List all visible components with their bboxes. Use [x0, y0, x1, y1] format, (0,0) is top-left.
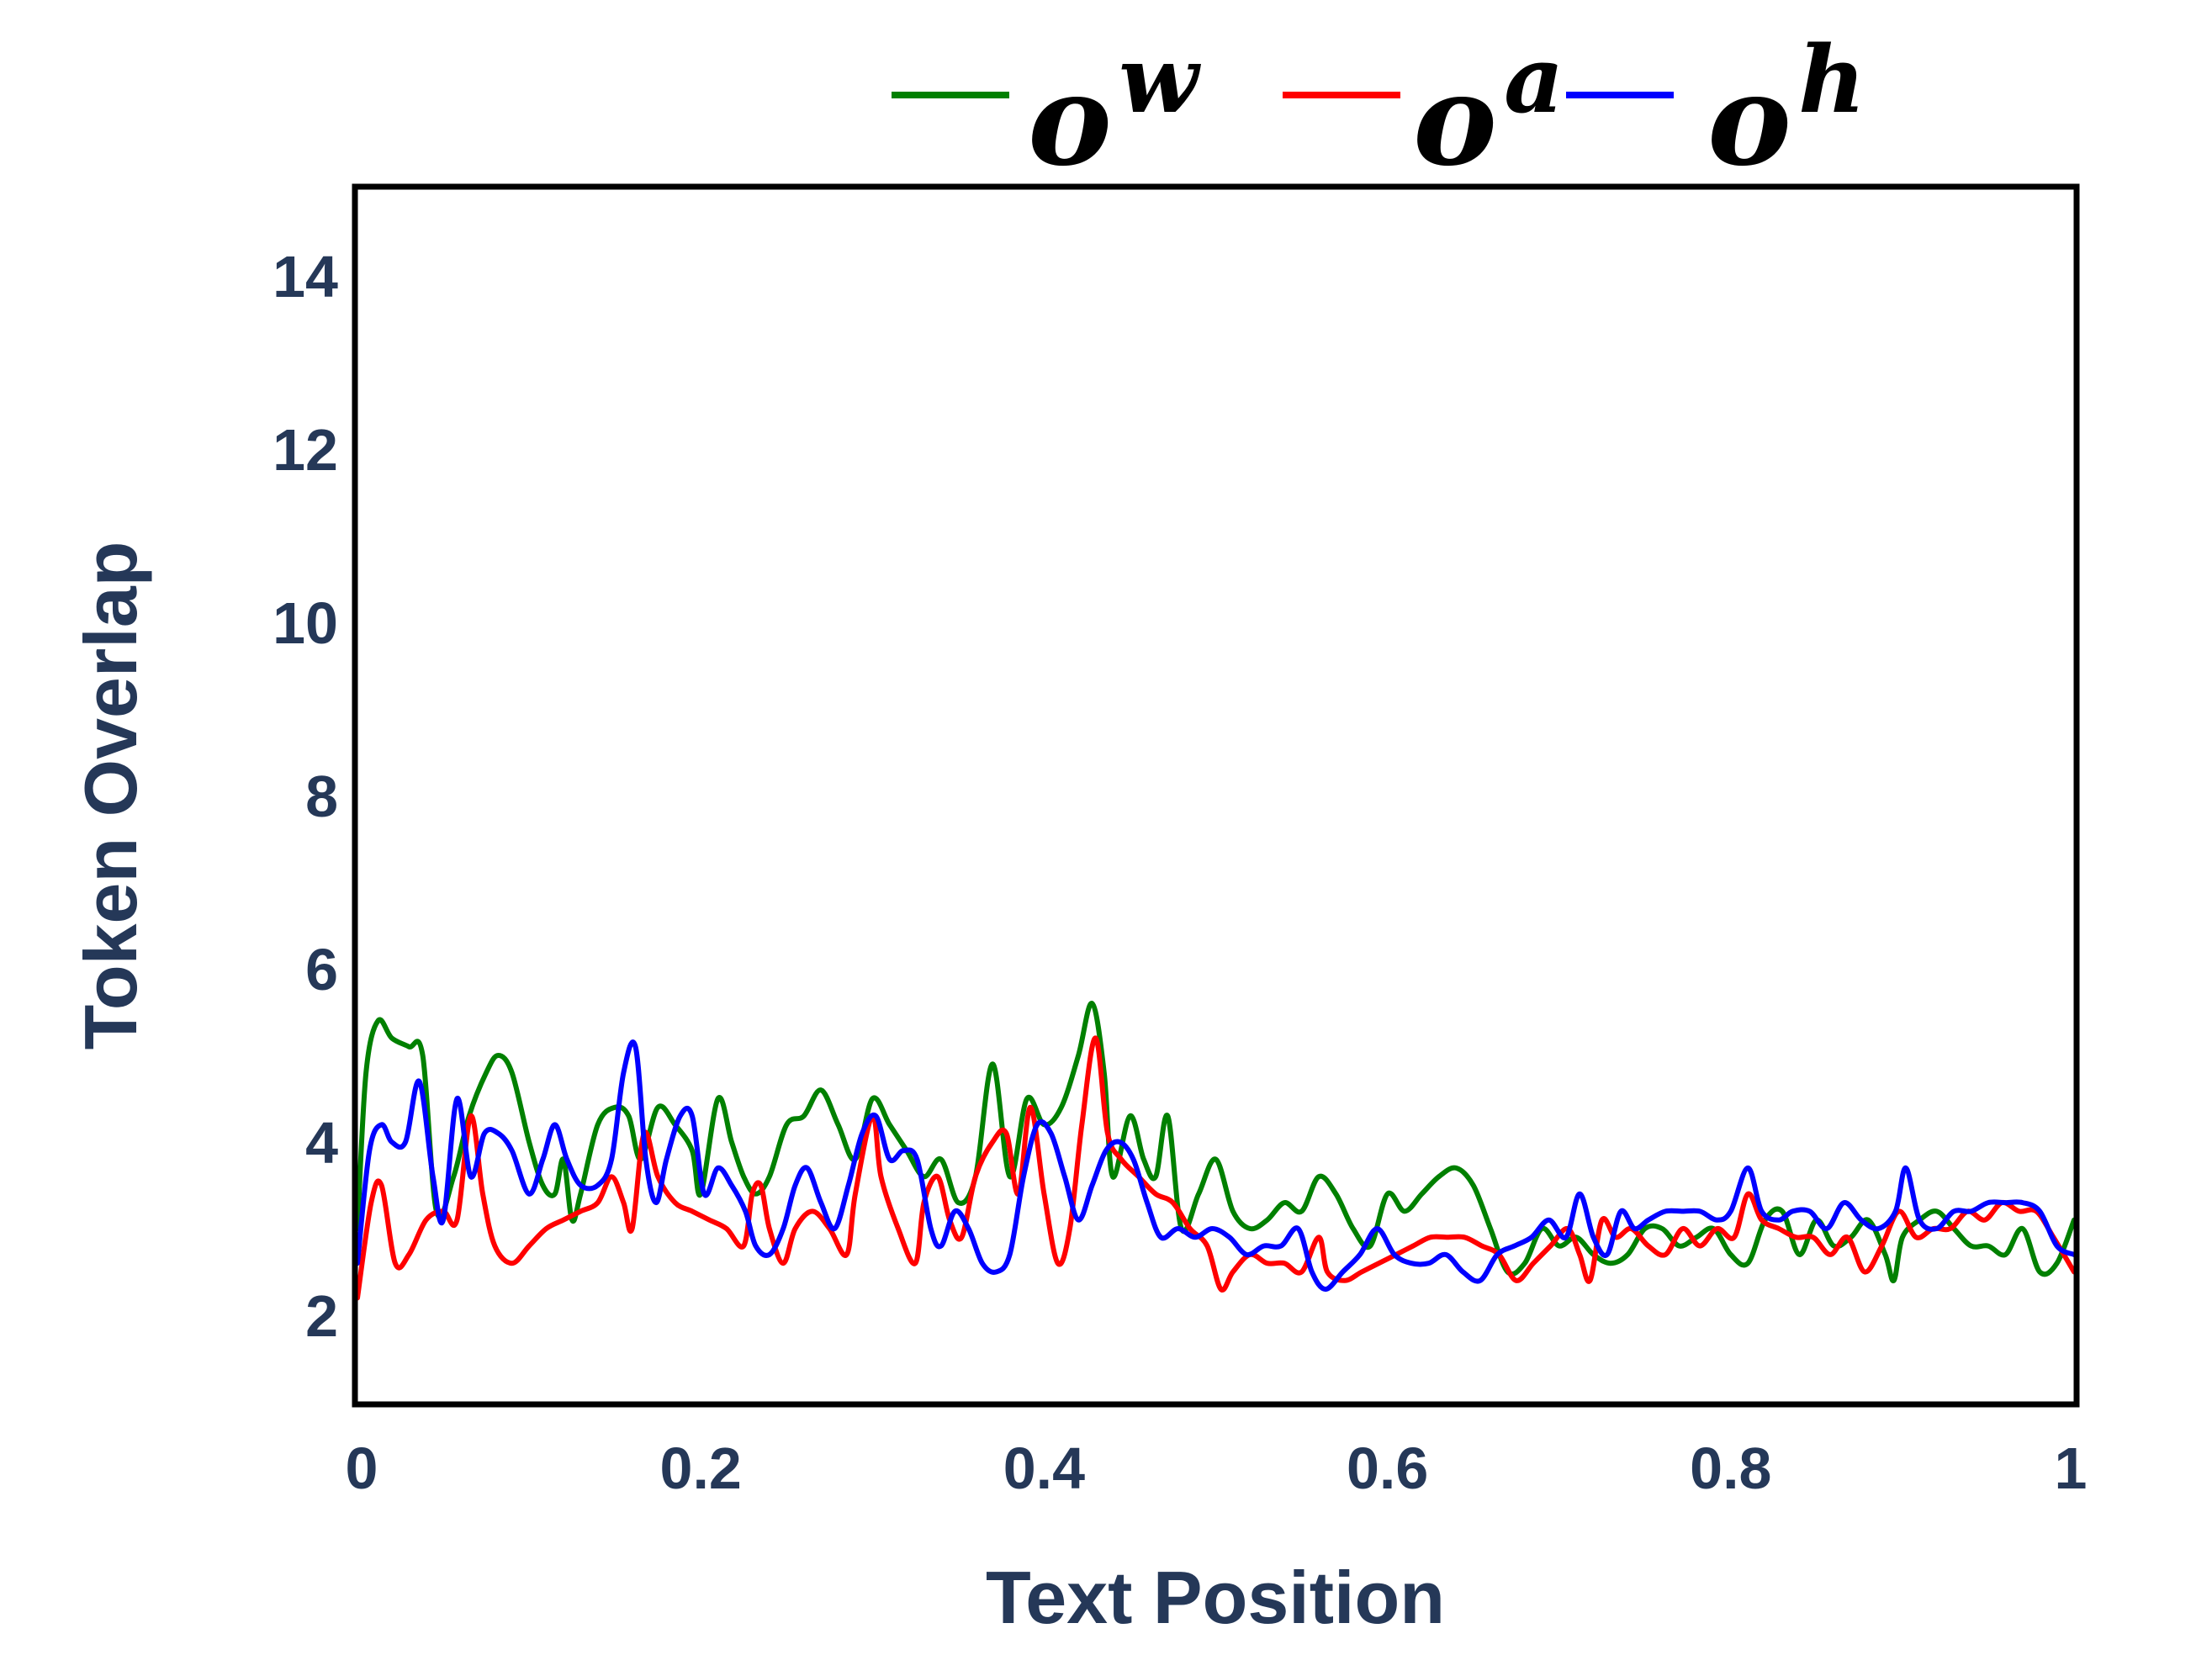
legend-label-superscript: w [1119, 25, 1201, 134]
x-tick-label: 0 [346, 1435, 378, 1501]
legend-label-base: o [1028, 46, 1112, 194]
legend-label-superscript: a [1504, 25, 1564, 134]
x-axis-title: Text Position [986, 1556, 1445, 1639]
y-tick-label: 14 [273, 244, 338, 309]
plot-area-frame [352, 183, 2080, 1408]
x-tick-label: 0.4 [1003, 1435, 1085, 1501]
y-axis-title: Token Overlap [69, 542, 152, 1050]
y-tick-label: 10 [273, 590, 338, 656]
y-tick-label: 6 [305, 937, 338, 1002]
legend-label-a: oa [1413, 25, 1564, 194]
y-tick-label: 12 [273, 417, 338, 483]
series-line-o-a [355, 1035, 2077, 1301]
legend: ow oa oh [892, 25, 1865, 194]
legend-label-superscript: h [1798, 25, 1865, 134]
series-layer [355, 1001, 2077, 1301]
series-line-o-h [355, 1039, 2077, 1293]
x-tick-label: 0.6 [1347, 1435, 1428, 1501]
legend-label-h: oh [1707, 25, 1865, 194]
x-tick-label: 1 [2055, 1435, 2088, 1501]
x-tick-label: 0.2 [660, 1435, 742, 1501]
y-axis-ticks: 2 4 6 8 10 12 14 [273, 244, 338, 1349]
legend-label-w: ow [1028, 25, 1201, 194]
x-axis-ticks: 0 0.2 0.4 0.6 0.8 1 [346, 1435, 2088, 1501]
y-tick-label: 2 [305, 1283, 338, 1349]
x-tick-label: 0.8 [1690, 1435, 1771, 1501]
y-tick-label: 8 [305, 764, 338, 829]
y-tick-label: 4 [305, 1110, 338, 1176]
legend-label-base: o [1707, 46, 1791, 194]
legend-label-base: o [1413, 46, 1497, 194]
